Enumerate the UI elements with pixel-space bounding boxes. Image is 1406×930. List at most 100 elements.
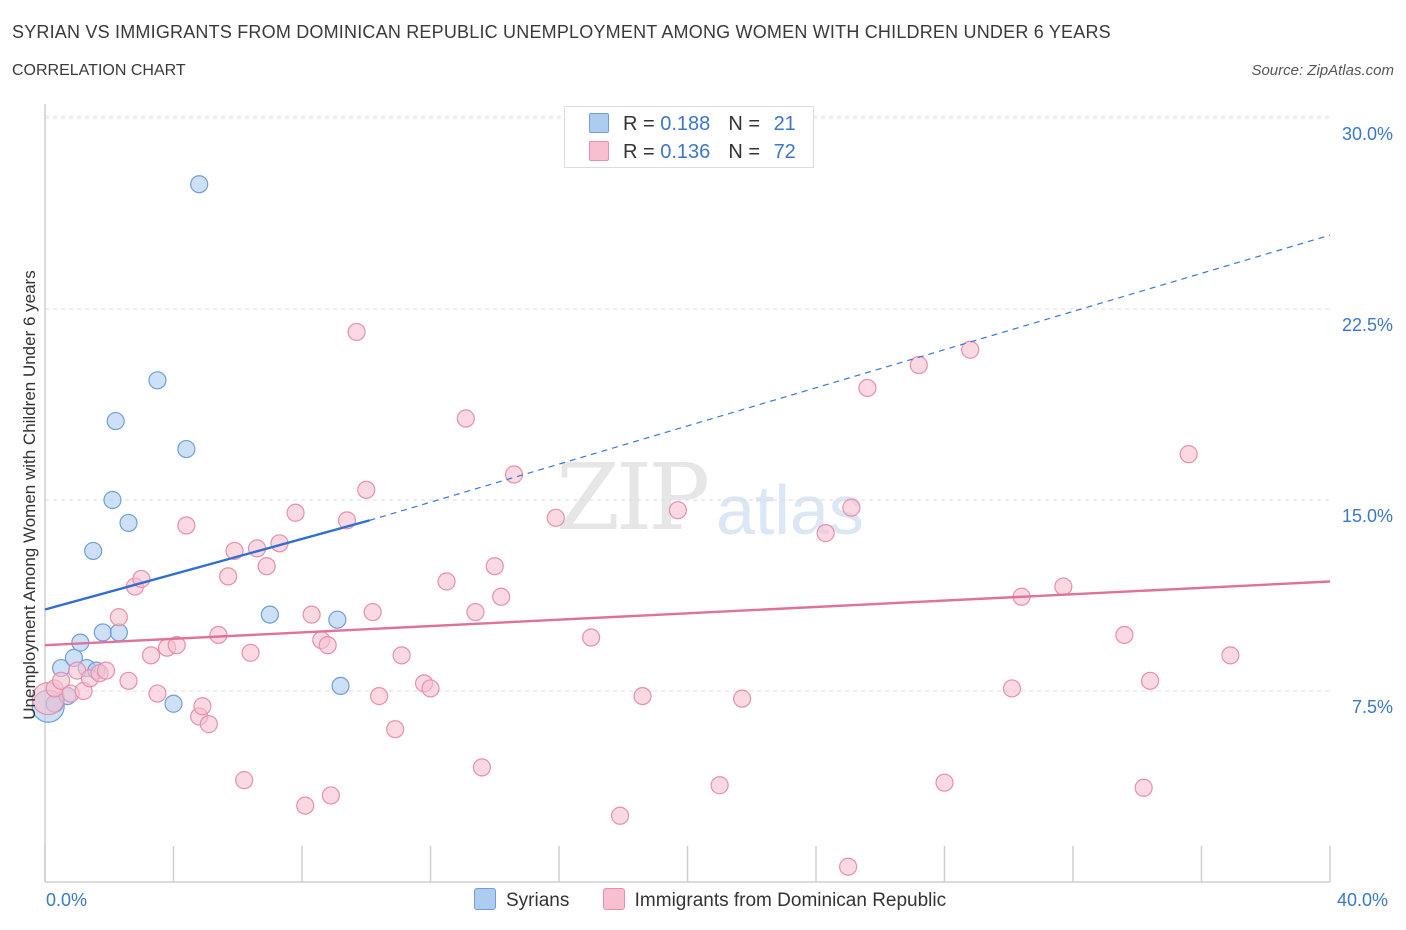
y-axis-label: Unemployment Among Women with Children U…: [20, 270, 39, 720]
dominican-point: [241, 643, 260, 662]
legend-item-syrians[interactable]: Syrians: [474, 888, 569, 912]
dominican-point: [141, 646, 161, 665]
syrian-point: [190, 175, 209, 194]
legend-swatch-dominican: [602, 888, 625, 910]
syrian-point: [103, 490, 122, 510]
stats-legend: R = 0.188 N = 21 R = 0.136 N = 72: [564, 106, 814, 168]
syrian-point: [84, 541, 103, 561]
watermark-atlas: atlas: [716, 471, 864, 549]
dominican-point: [610, 806, 630, 825]
syrian-point: [328, 610, 347, 629]
legend-n-label: N =: [728, 141, 766, 163]
dominican-point: [961, 340, 980, 359]
dominican-point: [1002, 679, 1022, 698]
syrian-point: [331, 676, 350, 696]
legend-label-dominican: Immigrants from Dominican Republic: [634, 890, 947, 911]
dominican-point: [318, 636, 337, 655]
legend-r-label: R =: [623, 141, 661, 163]
legend-swatch-syrians: [474, 888, 496, 910]
dominican-point: [935, 773, 954, 792]
dominican-point: [296, 796, 315, 815]
dominican-point: [421, 679, 440, 698]
series-legend: Syrians Immigrants from Dominican Republ…: [474, 888, 974, 912]
dominican-point: [235, 771, 254, 790]
dominican-point: [1054, 577, 1073, 596]
legend-r-value: 0.136: [660, 141, 711, 163]
legend-n-value: 21: [773, 113, 796, 135]
legend-label-syrians: Syrians: [506, 890, 570, 911]
legend-r-label: R =: [623, 113, 661, 135]
dominican-point: [839, 857, 858, 876]
x-tick-label-min: 0.0%: [46, 890, 88, 910]
y-tick-label: 22.5%: [1342, 315, 1393, 335]
dominican-point: [492, 587, 511, 606]
syrian-point: [93, 623, 112, 642]
syrian-point: [148, 371, 167, 390]
dominican-point: [1221, 646, 1240, 665]
chart-subtitle: CORRELATION CHART: [12, 62, 186, 79]
dominican-point: [472, 758, 491, 777]
dominican-point: [733, 689, 752, 708]
dominican-point: [357, 480, 376, 499]
dominican-point: [209, 625, 228, 645]
y-tick-label: 7.5%: [1352, 697, 1393, 717]
syrian-point: [260, 605, 279, 624]
dominican-point: [456, 409, 475, 428]
dominican-point: [321, 786, 341, 805]
dominican-point: [710, 776, 729, 795]
dominican-trend-line: [44, 580, 1331, 647]
dominican-point: [193, 697, 212, 716]
dominican-point: [363, 602, 382, 622]
dominican-point: [347, 322, 366, 342]
dominican-point: [167, 636, 186, 655]
dominican-point: [257, 557, 276, 576]
legend-r-value: 0.188: [660, 113, 711, 135]
dominican-point: [582, 628, 601, 647]
syrian-trend-line: [44, 519, 370, 611]
chart-title: SYRIAN VS IMMIGRANTS FROM DOMINICAN REPU…: [12, 22, 1111, 42]
dominican-point: [109, 608, 128, 627]
dominican-point: [119, 671, 138, 690]
legend-row-dominican: R = 0.136 N = 72: [589, 141, 796, 165]
watermark-zip: ZIP: [556, 444, 710, 551]
source-credit: Source: ZipAtlas.com: [1251, 62, 1394, 79]
dominican-point: [1140, 671, 1160, 690]
dominican-point: [1115, 625, 1134, 645]
legend-item-dominican[interactable]: Immigrants from Dominican Republic: [602, 888, 947, 912]
legend-n-label: N =: [728, 113, 766, 135]
dominican-point: [485, 557, 504, 576]
legend-n-value: 72: [773, 141, 796, 163]
syrian-point: [106, 411, 125, 431]
y-tick-label: 30.0%: [1342, 124, 1393, 144]
syrian-trend-extension: [369, 234, 1331, 521]
dominican-point: [51, 671, 71, 690]
x-tick-label-max: 40.0%: [1337, 890, 1389, 910]
syrian-point: [119, 513, 138, 533]
dominican-point: [842, 498, 861, 517]
dominican-point: [286, 503, 305, 522]
syrian-point: [164, 694, 183, 713]
dominican-point: [392, 646, 411, 665]
dominican-point: [816, 524, 835, 543]
dominican-point: [370, 686, 389, 706]
legend-swatch-dominican: [589, 141, 609, 161]
legend-swatch-syrians: [589, 113, 609, 133]
syrian-point: [177, 439, 196, 459]
y-tick-label: 15.0%: [1342, 506, 1393, 526]
dominican-point: [668, 501, 687, 520]
dominican-point: [546, 508, 565, 527]
dominican-point: [177, 516, 196, 535]
dominican-point: [1179, 445, 1198, 464]
dominican-point: [302, 605, 321, 624]
dominican-point: [1134, 778, 1153, 797]
legend-row-syrians: R = 0.188 N = 21: [589, 113, 796, 137]
syrian-point: [109, 623, 128, 642]
dominican-point: [219, 567, 238, 586]
dominican-point: [437, 572, 456, 591]
dominican-point: [148, 684, 167, 703]
dominican-point: [504, 465, 524, 484]
dominican-point: [199, 715, 218, 734]
dominican-point: [386, 720, 405, 739]
dominican-point: [909, 355, 928, 375]
